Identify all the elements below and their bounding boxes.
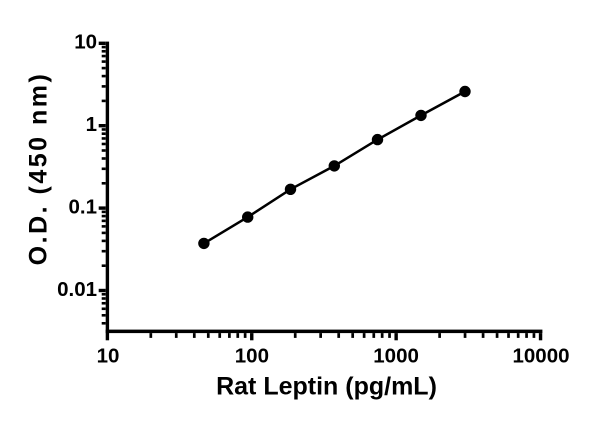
- svg-text:Rat Leptin (pg/mL): Rat Leptin (pg/mL): [216, 373, 437, 401]
- svg-text:O.D. (450 nm): O.D. (450 nm): [25, 72, 53, 266]
- svg-text:100: 100: [235, 344, 269, 367]
- svg-text:10000: 10000: [512, 344, 569, 367]
- svg-text:0.01: 0.01: [57, 278, 97, 301]
- svg-text:0.1: 0.1: [69, 196, 98, 219]
- svg-text:10: 10: [74, 31, 97, 54]
- svg-text:1: 1: [86, 113, 97, 136]
- svg-text:10: 10: [97, 344, 120, 367]
- svg-text:1000: 1000: [373, 344, 419, 367]
